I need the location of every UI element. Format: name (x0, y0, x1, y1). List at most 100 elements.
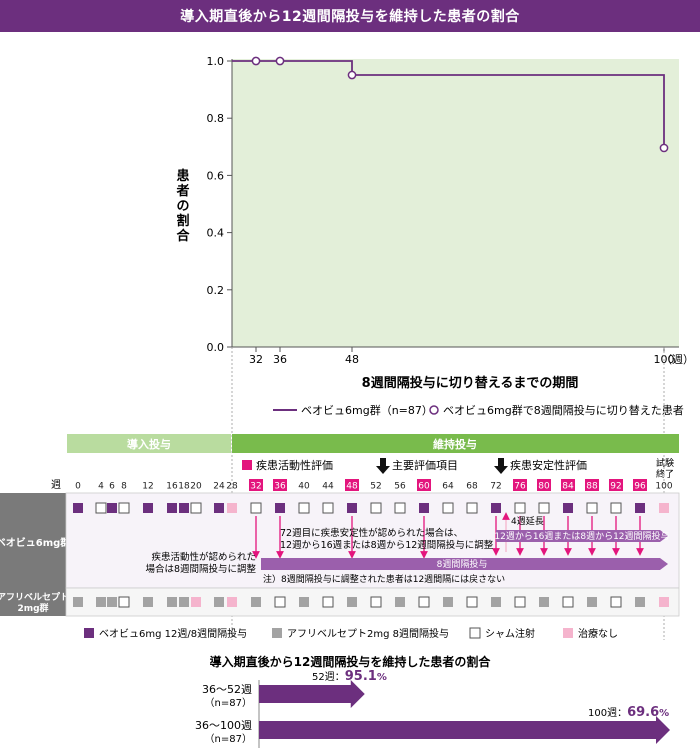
week-header-label: 週 (51, 479, 61, 491)
km-x-unit: （週） (661, 353, 694, 366)
page-banner-title: 導入期直後から12週間隔投与を維持した患者の割合 (0, 0, 700, 32)
adjustment-arrows (252, 512, 644, 559)
dose-box-A (395, 597, 405, 607)
dose-box-A (143, 597, 153, 607)
km-y-tick-label: 0.0 (207, 341, 225, 354)
group-aflib-label: アフリベルセプト (0, 591, 69, 603)
km-y-tick-label: 0.4 (207, 227, 225, 240)
dose-box-S (418, 596, 430, 608)
dose-box-S (274, 596, 286, 608)
dose-box-A (214, 597, 224, 607)
dosing-legend: ベオビュ6mg 12週/8週間隔投与 アフリベルセプト2mg 8週間隔投与 シャ… (84, 627, 618, 640)
dose-box-S (322, 502, 334, 514)
dose-box-A (347, 597, 357, 607)
dose-box-V (73, 503, 83, 513)
dose-box-V (214, 503, 224, 513)
dose-box-N (227, 503, 237, 513)
week-highlight-box (609, 479, 623, 491)
km-chart: 0.00.20.40.60.81.0 32 36 48 100 （週） 患者の割合 8… (175, 55, 694, 417)
week-label: 28 (226, 482, 238, 492)
note-stable: 72週目に疾患安定性が認められた場合は、 (280, 527, 463, 539)
dose-box-A (167, 597, 177, 607)
dose-box-A (491, 597, 501, 607)
bar-value-label: 100週：69.6% (588, 705, 669, 720)
dose-box-V (167, 503, 177, 513)
km-x-ticks: 32 36 48 100 (249, 347, 675, 366)
legend-marker-swatch (429, 405, 439, 415)
week-label: 56 (394, 482, 406, 492)
week-highlight-box (249, 479, 263, 491)
dose-box-A (587, 597, 597, 607)
week-label: 100 (655, 482, 672, 492)
legend-none-swatch (563, 628, 573, 638)
week-label: 88 (586, 482, 598, 492)
aflib-dosing-row (73, 596, 669, 608)
week-highlight-box (417, 479, 431, 491)
legend-marker-label: ベオビュ6mg群で8週間隔投与に切り替えた患者 (443, 403, 684, 417)
adjust-bar (496, 530, 668, 542)
dose-box-S (370, 502, 382, 514)
bar-chart-title: 導入期直後から12週間隔投与を維持した患者の割合 (210, 654, 492, 669)
note-activity-2: 場合は8週間隔投与に調整 (145, 563, 256, 575)
week-label: 4 (98, 482, 104, 492)
week-label: 44 (322, 482, 334, 492)
extension-label: 4週延長 (511, 515, 544, 527)
week-label: 96 (634, 482, 646, 492)
week-label: 16 (166, 482, 178, 492)
week-highlight-box (561, 479, 575, 491)
week-label: 76 (514, 482, 526, 492)
dose-box-S (394, 502, 406, 514)
dose-box-A (179, 597, 189, 607)
dose-box-S (538, 502, 550, 514)
interval8-bar (261, 558, 668, 570)
legend-aflib-label: アフリベルセプト2mg 8週間隔投与 (287, 627, 449, 640)
dose-box-N (191, 597, 201, 607)
week-label: 20 (190, 482, 202, 492)
phase-induction-label: 導入投与 (127, 437, 171, 451)
dose-box-S (370, 596, 382, 608)
km-y-tick-label: 0.6 (207, 169, 225, 182)
dose-box-A (107, 597, 117, 607)
dose-box-S (118, 502, 130, 514)
trial-end-label-2: 終了 (656, 468, 674, 480)
dose-box-A (443, 597, 453, 607)
week-label: 0 (75, 482, 81, 492)
km-marker-point (347, 70, 357, 80)
assessment-label: 疾患活動性評価 (256, 458, 333, 472)
km-markers (251, 56, 669, 153)
dose-box-S (514, 596, 526, 608)
dose-box-A (635, 597, 645, 607)
legend-none-label: 治療なし (578, 627, 618, 640)
dose-box-S (466, 596, 478, 608)
dose-box-V (419, 503, 429, 513)
week-label: 24 (213, 482, 225, 492)
group-beovu-label: ベオビュ6mg群 (0, 536, 70, 549)
dose-box-V (107, 503, 117, 513)
bar-n-label: （n=87） (205, 697, 252, 709)
dose-box-A (539, 597, 549, 607)
week-label: 6 (109, 482, 115, 492)
week-label: 36 (274, 482, 286, 492)
bar-1 (259, 680, 365, 708)
phase-maintenance-label: 維持投与 (433, 437, 477, 451)
group-aflib-label-2: 2mg群 (17, 602, 48, 614)
dose-box-A (299, 597, 309, 607)
week-label: 68 (466, 482, 478, 492)
dose-box-S (95, 502, 107, 514)
week-label: 64 (442, 482, 454, 492)
dose-box-A (73, 597, 83, 607)
stability-assessment-label: 疾患安定性評価 (510, 458, 587, 472)
week-label: 80 (538, 482, 550, 492)
dose-box-V (179, 503, 189, 513)
bar-2 (259, 716, 670, 744)
phase-induction-bar (67, 434, 231, 453)
week-label: 84 (562, 482, 574, 492)
week-highlight-box (273, 479, 287, 491)
km-y-tick-label: 0.2 (207, 284, 225, 297)
km-marker-point (251, 56, 261, 66)
dose-box-V (563, 503, 573, 513)
dose-box-N (659, 597, 669, 607)
week-label: 60 (418, 482, 430, 492)
phase-maintenance-bar (232, 434, 679, 453)
